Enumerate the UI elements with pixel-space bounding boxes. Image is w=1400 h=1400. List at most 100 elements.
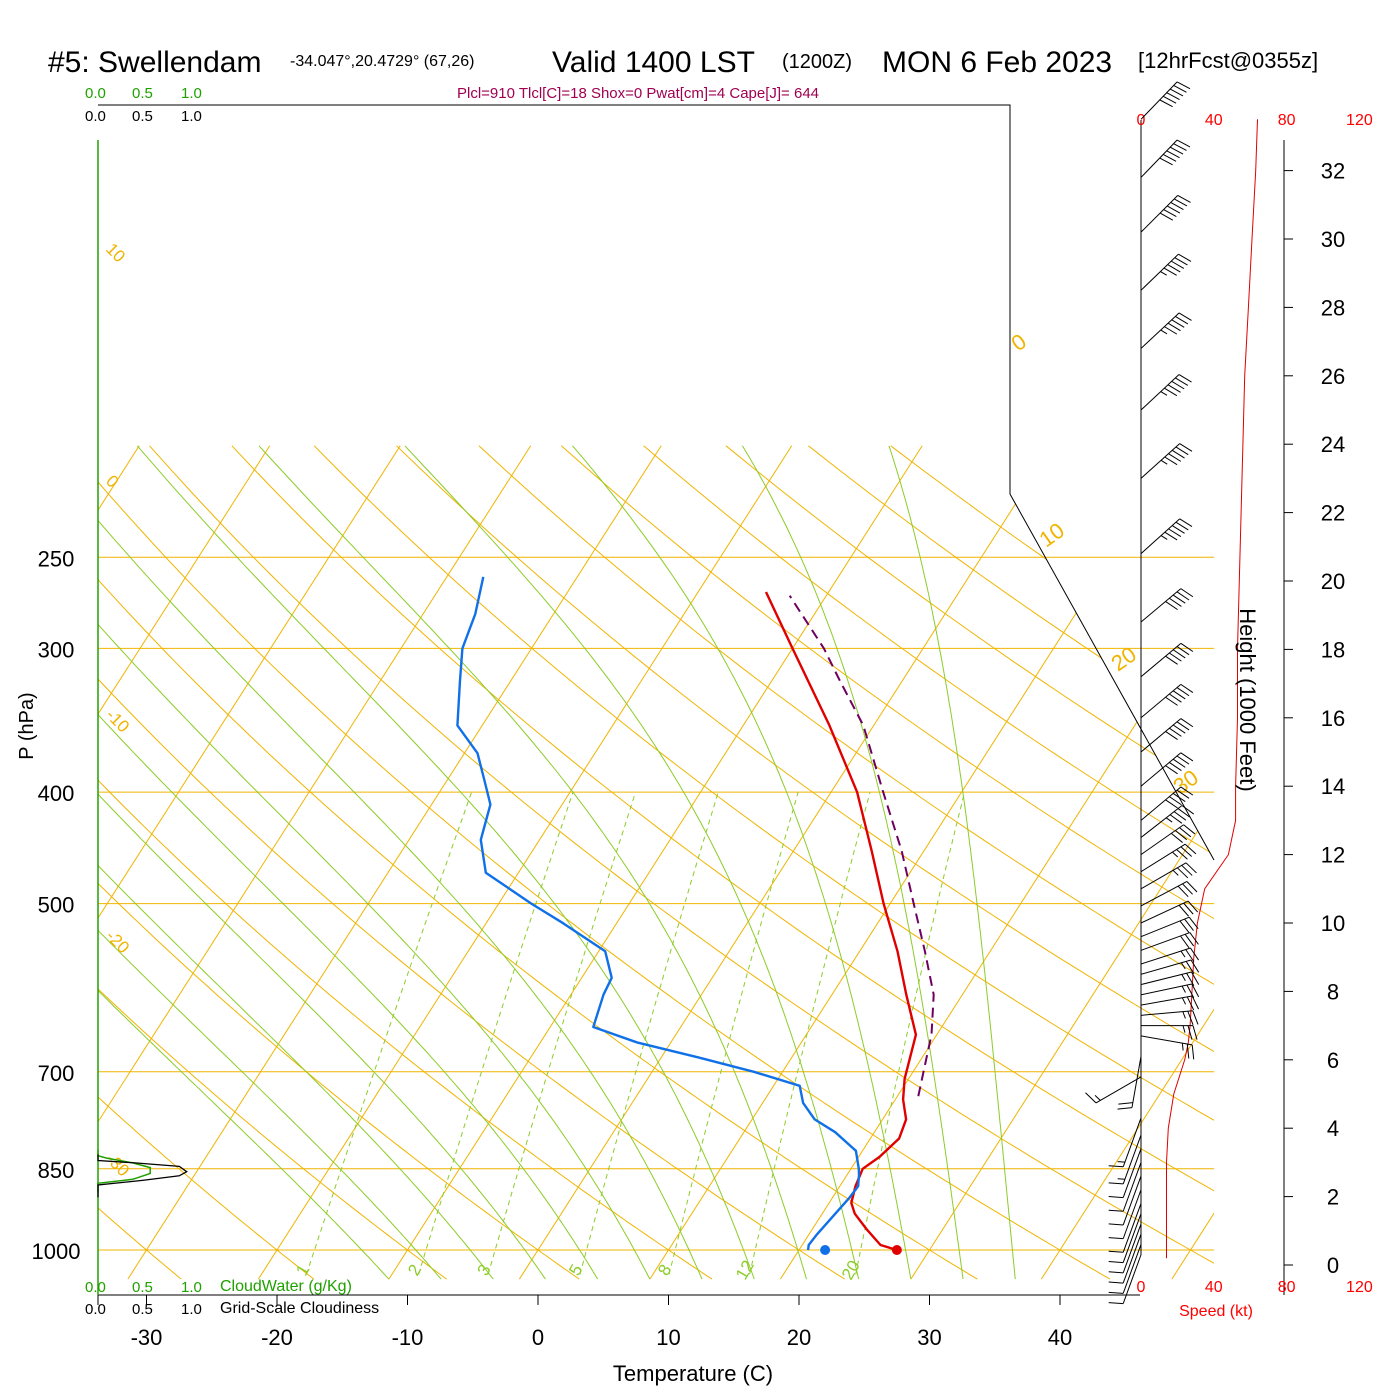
speed-tick-top: 80 (1278, 112, 1296, 129)
mixing-ratio-line (418, 791, 574, 1275)
wind-barb-feather (1186, 881, 1198, 893)
wind-barb-staff (1095, 1076, 1142, 1104)
height-tick-label: 28 (1321, 295, 1345, 320)
isotherm-line (98, 445, 271, 1280)
dry-adiabat-line (98, 445, 182, 1280)
wind-barb-staff (1140, 195, 1179, 233)
wind-barb-feather (1191, 1044, 1195, 1060)
wind-barb-feather (1170, 202, 1184, 210)
mixing-ratio-line (487, 791, 637, 1275)
wind-barb-feather (1169, 693, 1182, 703)
dry-adiabat-label: -30 (102, 1149, 133, 1180)
wind-barb-feather (1176, 721, 1190, 731)
moist-adiabat-line (888, 445, 1016, 1280)
wind-barb-feather (1172, 649, 1186, 659)
wind-barb (1140, 916, 1199, 938)
wind-barb (1108, 1234, 1142, 1284)
wind-barb (1108, 1117, 1142, 1168)
wind-barb-staff (1140, 995, 1193, 1006)
wind-barb-feather (1171, 525, 1185, 534)
mixing-ratio-label: 20 (838, 1257, 864, 1283)
wind-barb (1140, 959, 1200, 975)
wind-barb (1140, 932, 1199, 951)
speed-axis-title: Speed (kt) (1179, 1303, 1253, 1320)
mixing-ratio-line (579, 791, 719, 1275)
wind-barb-feather (1184, 933, 1195, 947)
moist-adiabat-line (572, 445, 912, 1280)
wind-barb-staff (1122, 1162, 1142, 1212)
cloudiness-line (97, 1154, 188, 1198)
dry-adiabat-line (98, 445, 713, 1280)
wind-barb-half-feather (1181, 985, 1186, 993)
dry-adiabat-line (98, 445, 1111, 1280)
wind-barb-staff (1140, 983, 1192, 996)
wind-barb-feather (1172, 594, 1186, 604)
moist-adiabat-line (404, 445, 860, 1280)
wind-barb-staff (1140, 843, 1186, 873)
height-tick-label: 10 (1321, 911, 1345, 936)
wind-barb (1140, 718, 1194, 753)
isotherm-line (98, 445, 401, 1280)
wind-barb-feather (1178, 253, 1192, 262)
forecast-label: [12hrFcst@0355z] (1138, 48, 1318, 73)
cloudwater-tick-top: 1.0 (181, 85, 202, 102)
wind-barb-half-feather (1117, 1161, 1125, 1163)
wind-barb (1140, 374, 1192, 411)
wind-barb-half-feather (1117, 1178, 1125, 1180)
cloudwater-tick-bottom: 0.5 (132, 1279, 153, 1296)
dry-adiabat-line (313, 445, 1214, 1280)
dry-adiabat-label: -20 (102, 926, 133, 957)
moist-adiabat-line (98, 445, 442, 1280)
x-tick-label: 10 (656, 1325, 680, 1350)
wind-barb-feather (1173, 143, 1187, 151)
wind-barb (1108, 1254, 1142, 1305)
wind-barb-staff (1140, 312, 1180, 349)
wind-barb-staff (1140, 959, 1192, 975)
wind-barb-feather (1183, 824, 1196, 835)
valid-time: Valid 1400 LST (552, 46, 755, 79)
wind-barb-feather (1165, 696, 1178, 706)
wind-barb-staff (1122, 1254, 1142, 1304)
height-tick-label: 30 (1321, 227, 1345, 252)
wind-barb-feather (1185, 961, 1195, 974)
wind-barb-feather (1175, 446, 1189, 456)
moist-adiabat-line (98, 445, 703, 1280)
wind-barb-feather (1176, 755, 1190, 765)
height-tick-label: 18 (1321, 637, 1345, 662)
valid-date: MON 6 Feb 2023 (882, 46, 1112, 79)
wind-barb-feather (1190, 959, 1200, 973)
p-tick-label: 700 (38, 1061, 75, 1086)
moist-adiabat-line (98, 445, 390, 1280)
wind-barb-feather (1164, 387, 1178, 397)
wind-barb-feather (1180, 935, 1190, 949)
wind-barb-feather (1169, 796, 1182, 806)
dry-adiabat-label: 20 (1107, 642, 1141, 677)
dry-adiabat-line (98, 445, 978, 1280)
cloudwater-label: CloudWater (g/Kg) (220, 1278, 352, 1295)
wind-barb (1108, 1203, 1142, 1253)
wind-barb-feather (1185, 949, 1195, 962)
station-coords: -34.047°,20.4729° (67,26) (290, 53, 474, 70)
parcel-line (788, 595, 935, 1097)
wind-barb-staff (1140, 253, 1179, 291)
wind-barb (1140, 518, 1193, 555)
moist-adiabat-line (98, 445, 651, 1280)
wind-barb (1140, 824, 1196, 856)
wind-barb-half-feather (1160, 459, 1168, 465)
wind-barb (1140, 971, 1200, 987)
wind-barb-feather (1165, 799, 1178, 809)
wind-barb-feather (1180, 846, 1193, 857)
wind-barb (1108, 1223, 1142, 1274)
y-axis-title: P (hPa) (16, 692, 38, 759)
wind-barb-staff (1140, 786, 1182, 821)
wind-barb-staff (1122, 1234, 1142, 1284)
moist-adiabat-line (741, 445, 964, 1280)
wind-barb-feather (1172, 758, 1186, 768)
wind-barb-feather (1108, 1281, 1124, 1284)
wind-barb-feather (1175, 830, 1188, 841)
wind-barb-staff (1140, 81, 1178, 120)
wind-barb-feather (1177, 194, 1191, 203)
height-tick-label: 26 (1321, 364, 1345, 389)
temperature-surface-point (891, 1245, 902, 1255)
wind-barb-feather (1117, 1107, 1133, 1110)
